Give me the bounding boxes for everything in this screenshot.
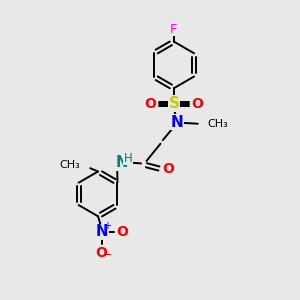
Text: N: N xyxy=(116,155,128,170)
Text: O: O xyxy=(162,161,174,176)
Text: O: O xyxy=(144,97,156,111)
Text: H: H xyxy=(124,152,132,165)
Text: F: F xyxy=(170,22,178,36)
Text: S: S xyxy=(168,96,179,111)
Text: −: − xyxy=(103,250,112,260)
Text: O: O xyxy=(96,246,108,260)
Text: CH₃: CH₃ xyxy=(208,119,228,129)
Text: +: + xyxy=(103,221,111,231)
Text: O: O xyxy=(191,97,203,111)
Text: N: N xyxy=(170,115,183,130)
Text: CH₃: CH₃ xyxy=(59,160,80,170)
Text: O: O xyxy=(116,225,128,239)
Text: N: N xyxy=(95,224,108,239)
